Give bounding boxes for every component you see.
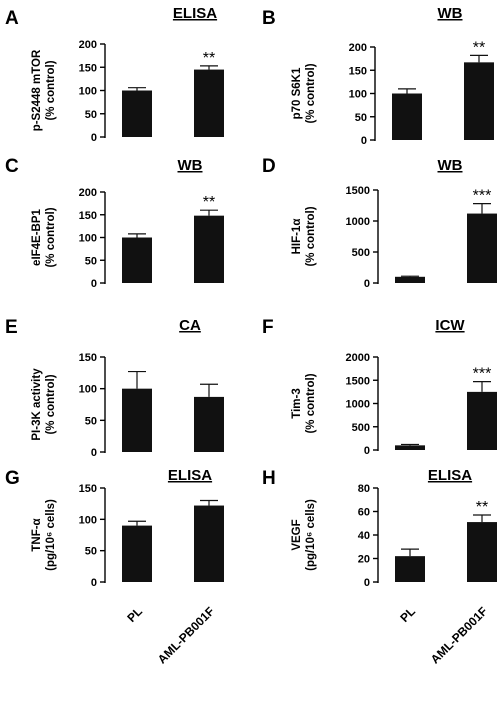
panel-b-ytick-label: 100 — [349, 89, 367, 101]
panel-b-ylabel-line-2: (% control) — [305, 63, 317, 123]
panel-h-ylabel-line-1: VEGF — [291, 519, 303, 550]
panel-g-ytick-label: 0 — [91, 577, 97, 589]
panel-h-bar-aml-pb001f — [467, 522, 497, 582]
panel-g-ytick-label: 50 — [85, 546, 97, 558]
panel-b-title: WB — [438, 5, 463, 22]
panel-f-ytick-label: 2000 — [346, 352, 370, 364]
panel-f-title: ICW — [435, 317, 465, 334]
panel-f-ylabel-line-1: Tim-3 — [291, 388, 303, 418]
panel-g-title: ELISA — [168, 467, 212, 484]
panel-c-ytick-label: 0 — [91, 278, 97, 290]
panel-e-title: CA — [179, 317, 201, 334]
panel-d-title: WB — [438, 157, 463, 174]
panel-a-bar-aml-pb001f — [194, 69, 224, 137]
panel-f-ytick-label: 500 — [352, 422, 370, 434]
panel-d-ylabel-line-2: (% control) — [305, 206, 317, 266]
panel-h-letter: H — [262, 468, 276, 489]
panel-e-letter: E — [5, 317, 18, 338]
panel-g-bar-pl — [122, 525, 152, 582]
panel-b-ytick-label: 50 — [355, 112, 367, 124]
panel-g-ytick-label: 100 — [79, 514, 97, 526]
panel-h-ytick-label: 80 — [358, 483, 370, 495]
panel-f-ytick-label: 1500 — [346, 375, 370, 387]
panel-h-ytick-label: 40 — [358, 530, 370, 542]
panel-d-bar-aml-pb001f — [467, 213, 497, 283]
panel-a-significance: ** — [203, 50, 215, 67]
panel-f-bar-aml-pb001f — [467, 391, 497, 450]
panel-c-ytick-label: 200 — [79, 187, 97, 199]
panel-d-significance: *** — [473, 188, 492, 205]
panel-h-ytick-label: 60 — [358, 507, 370, 519]
panel-a-ytick-label: 150 — [79, 62, 97, 74]
panel-b-ylabel-line-1: p70 S6K1 — [291, 67, 303, 119]
panel-f-ytick-label: 1000 — [346, 399, 370, 411]
panel-h-ytick-label: 0 — [364, 577, 370, 589]
x-category-label-aml-pb001f: AML-PB001F — [428, 604, 490, 666]
panel-c-ytick-label: 150 — [79, 210, 97, 222]
panel-a-ytick-label: 100 — [79, 86, 97, 98]
panel-h-significance: ** — [476, 499, 488, 516]
panel-b-ytick-label: 200 — [349, 42, 367, 54]
panel-d-ytick-label: 1000 — [346, 216, 370, 228]
panel-h-ylabel-line-2: (pg/10⁶ cells) — [305, 499, 317, 571]
panel-b-bar-pl — [392, 93, 422, 140]
x-category-label-pl: PL — [397, 604, 418, 625]
panel-e-ylabel-line-2: (% control) — [45, 374, 57, 434]
panel-f-letter: F — [262, 317, 274, 338]
panel-d-ytick-label: 500 — [352, 247, 370, 259]
panel-g-bar-aml-pb001f — [194, 505, 224, 582]
panel-f-ytick-label: 0 — [364, 445, 370, 457]
panel-g-ylabel-line-1: TNF-α — [31, 518, 43, 551]
panel-e-ylabel-line-1: PI-3K activity — [31, 368, 43, 441]
panel-h-ytick-label: 20 — [358, 554, 370, 566]
panel-a-ytick-label: 0 — [91, 132, 97, 144]
panel-c-ylabel-line-2: (% control) — [45, 207, 57, 267]
panel-a-title: ELISA — [173, 5, 217, 22]
panel-h-title: ELISA — [428, 467, 472, 484]
panel-b-significance: ** — [473, 39, 485, 56]
panel-d-ylabel-line-1: HIF-1α — [291, 219, 303, 255]
panel-g-ytick-label: 150 — [79, 483, 97, 495]
panel-c-ytick-label: 100 — [79, 233, 97, 245]
panel-a-ytick-label: 50 — [85, 109, 97, 121]
panel-e-bar-pl — [122, 388, 152, 452]
panel-a-ylabel-line-2: (% control) — [45, 60, 57, 120]
panel-g-letter: G — [5, 468, 20, 489]
panel-f-significance: *** — [473, 366, 492, 383]
panel-d-ytick-label: 0 — [364, 278, 370, 290]
panel-g-ylabel-line-2: (pg/10⁶ cells) — [45, 499, 57, 571]
panel-f-ylabel-line-2: (% control) — [305, 373, 317, 433]
x-category-label-pl: PL — [124, 604, 145, 625]
panel-b-ytick-label: 0 — [361, 135, 367, 147]
panel-d-bar-pl — [395, 276, 425, 283]
panel-f-bar-pl — [395, 445, 425, 450]
panel-b-letter: B — [262, 8, 276, 29]
panel-e-bar-aml-pb001f — [194, 396, 224, 452]
panel-c-bar-pl — [122, 237, 152, 283]
panel-a-ytick-label: 200 — [79, 39, 97, 51]
panel-e-ytick-label: 0 — [91, 447, 97, 459]
panel-c-letter: C — [5, 156, 19, 177]
panel-b-ytick-label: 150 — [349, 65, 367, 77]
panel-a-bar-pl — [122, 90, 152, 137]
panel-d-letter: D — [262, 156, 276, 177]
panel-c-title: WB — [178, 157, 203, 174]
panel-d-ytick-label: 1500 — [346, 185, 370, 197]
panel-b-bar-aml-pb001f — [464, 62, 494, 140]
panel-c-significance: ** — [203, 194, 215, 211]
panel-c-ylabel-line-1: eIF4E-BP1 — [31, 208, 43, 265]
panel-c-bar-aml-pb001f — [194, 215, 224, 283]
panel-h-bar-pl — [395, 556, 425, 582]
panel-c-ytick-label: 50 — [85, 255, 97, 267]
x-category-label-aml-pb001f: AML-PB001F — [155, 604, 217, 666]
panel-a-ylabel-line-1: p-S2448 mTOR — [31, 49, 43, 131]
panel-e-ytick-label: 50 — [85, 415, 97, 427]
panel-a-letter: A — [5, 8, 19, 29]
panel-e-ytick-label: 100 — [79, 384, 97, 396]
panel-e-ytick-label: 150 — [79, 352, 97, 364]
